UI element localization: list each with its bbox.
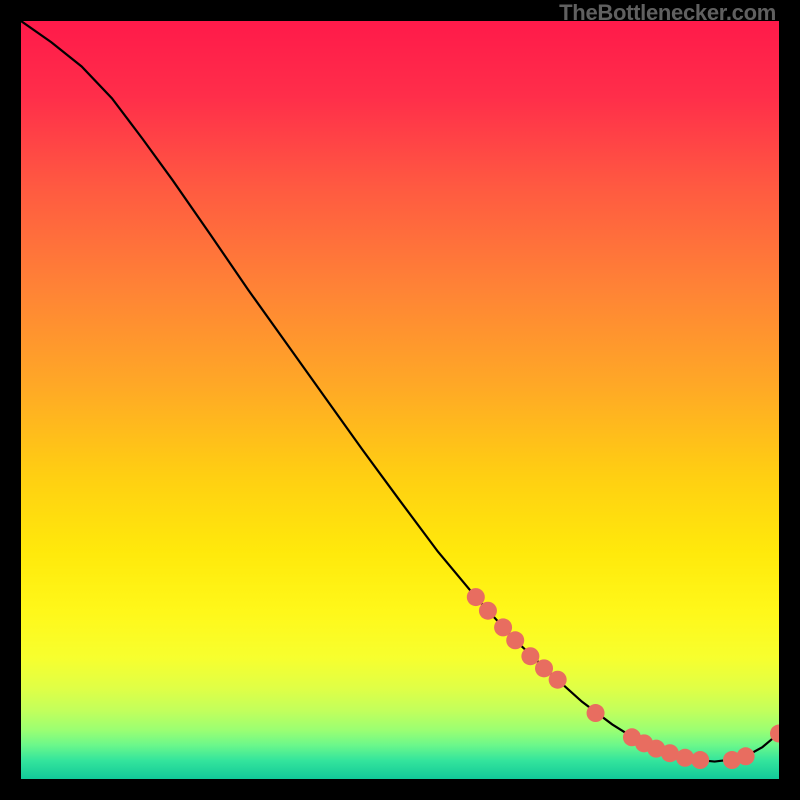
data-marker (770, 725, 788, 743)
data-marker (467, 588, 485, 606)
data-marker (676, 749, 694, 767)
data-marker (661, 744, 679, 762)
data-marker (691, 751, 709, 769)
data-marker (506, 631, 524, 649)
data-marker (479, 602, 497, 620)
gradient-background (21, 21, 779, 779)
data-marker (549, 671, 567, 689)
data-marker (587, 704, 605, 722)
bottleneck-chart (0, 0, 800, 800)
watermark-text: TheBottlenecker.com (559, 0, 776, 26)
data-marker (737, 747, 755, 765)
data-marker (521, 647, 539, 665)
